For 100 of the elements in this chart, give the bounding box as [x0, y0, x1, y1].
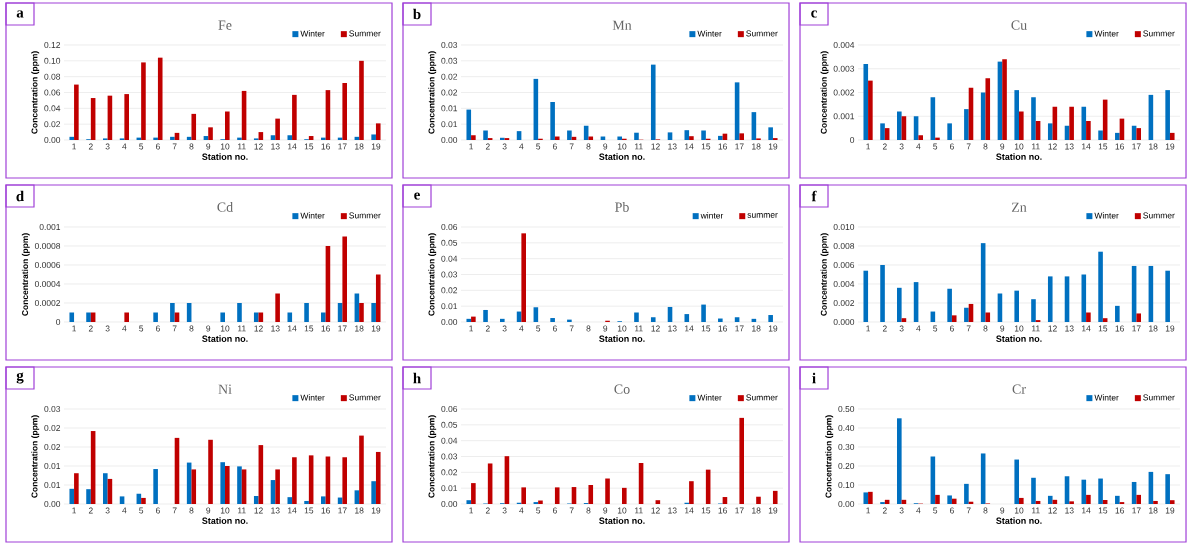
- bar: [550, 102, 555, 140]
- text: c: [811, 10, 817, 18]
- x-tick-label: 11: [1032, 143, 1040, 150]
- bar: [605, 478, 610, 504]
- bar: [1136, 128, 1142, 140]
- bar: [964, 307, 969, 322]
- bar: [985, 312, 991, 322]
- bar: [1086, 121, 1091, 140]
- x-tick-label: 19: [1165, 507, 1175, 514]
- x-tick-label: 12: [1048, 325, 1057, 332]
- legend-label: Winter: [1094, 212, 1119, 219]
- y-tick-label: 0.01: [441, 485, 458, 492]
- bar: [1014, 90, 1020, 140]
- x-tick-label: 10: [617, 143, 627, 150]
- bar: [483, 130, 488, 140]
- x-tick-label: 6: [156, 507, 160, 514]
- bar: [471, 316, 476, 322]
- bar: [880, 265, 885, 322]
- bar: [321, 137, 326, 140]
- y-tick-label: 0.0002: [34, 300, 61, 306]
- x-tick-label: 17: [735, 143, 744, 150]
- y-tick-label: 0.00: [838, 501, 855, 507]
- bar: [170, 136, 175, 140]
- x-tick-label: 9: [1000, 143, 1005, 150]
- y-axis-title: Concentration (ppm): [21, 233, 30, 316]
- bar: [1136, 494, 1142, 504]
- bar: [1098, 478, 1103, 504]
- x-tick-label: 3: [502, 325, 507, 332]
- bar: [375, 451, 381, 504]
- y-tick-label: 0.01: [441, 105, 458, 112]
- x-tick-label: 5: [139, 507, 144, 514]
- x-axis-title: Station no.: [996, 335, 1042, 342]
- bar: [1165, 270, 1170, 322]
- bar: [588, 136, 594, 140]
- y-tick-label: 0.002: [833, 89, 855, 96]
- bar: [371, 134, 376, 140]
- x-tick-label: 3: [105, 507, 110, 514]
- x-tick-label: 1: [72, 143, 77, 150]
- y-axis-title: Concentration (ppm): [31, 415, 40, 498]
- x-tick-label: 3: [502, 507, 507, 514]
- legend-label: Winter: [1094, 394, 1119, 401]
- x-tick-label: 5: [933, 507, 938, 514]
- bar: [157, 57, 163, 140]
- bar: [985, 78, 991, 140]
- x-tick-label: 6: [553, 143, 557, 150]
- bar: [275, 293, 280, 322]
- x-tick-label: 18: [752, 143, 761, 150]
- x-axis-title: Station no.: [202, 517, 248, 524]
- x-tick-label: 16: [1115, 507, 1124, 514]
- x-tick-label: 13: [668, 143, 677, 150]
- x-tick-label: 4: [916, 143, 921, 150]
- x-tick-label: 3: [899, 507, 904, 514]
- y-axis-title: Concentration (ppm): [820, 51, 829, 134]
- x-tick-label: 12: [254, 325, 263, 332]
- x-tick-label: 2: [882, 325, 887, 332]
- bar: [739, 133, 744, 140]
- x-tick-label: 13: [1065, 507, 1074, 514]
- x-axis-title: Station no.: [202, 335, 248, 342]
- y-tick-label: 0.06: [441, 406, 458, 412]
- bar: [718, 135, 723, 140]
- bar: [897, 111, 902, 140]
- bar: [1047, 276, 1053, 322]
- bar: [287, 312, 293, 322]
- bar: [119, 496, 125, 504]
- legend-label: Winter: [697, 30, 722, 37]
- bar: [634, 132, 639, 140]
- y-tick-label: 0.0008: [34, 243, 61, 249]
- x-tick-label: 7: [172, 325, 177, 332]
- text: f: [811, 190, 817, 202]
- y-tick-label: 0.04: [44, 105, 61, 112]
- chart-title: Cr: [1012, 384, 1026, 394]
- bar: [951, 498, 957, 504]
- x-tick-label: 9: [1000, 325, 1005, 332]
- legend-label: Summer: [349, 394, 381, 401]
- bar: [1019, 497, 1024, 504]
- y-axis-title: Concentration (ppm): [428, 415, 437, 498]
- y-tick-label: 0.40: [838, 425, 855, 431]
- bar: [684, 130, 690, 140]
- bar: [897, 418, 902, 504]
- x-tick-label: 15: [1098, 143, 1108, 150]
- legend-label: Summer: [349, 212, 381, 219]
- bar: [880, 123, 885, 140]
- bar: [321, 496, 326, 504]
- x-tick-label: 18: [355, 325, 364, 332]
- x-tick-label: 7: [569, 325, 574, 332]
- text: h: [413, 372, 421, 384]
- x-tick-label: 18: [355, 507, 364, 514]
- bar: [897, 287, 902, 322]
- bar: [371, 303, 376, 322]
- x-tick-label: 8: [983, 143, 988, 150]
- x-tick-label: 13: [271, 507, 280, 514]
- bar: [684, 314, 690, 322]
- x-tick-label: 9: [206, 507, 211, 514]
- x-tick-label: 6: [553, 325, 557, 332]
- x-tick-label: 5: [139, 325, 144, 332]
- x-tick-label: 14: [685, 507, 694, 514]
- x-tick-label: 2: [882, 143, 887, 150]
- bar: [718, 318, 723, 322]
- bar: [772, 490, 778, 504]
- bar: [170, 303, 175, 322]
